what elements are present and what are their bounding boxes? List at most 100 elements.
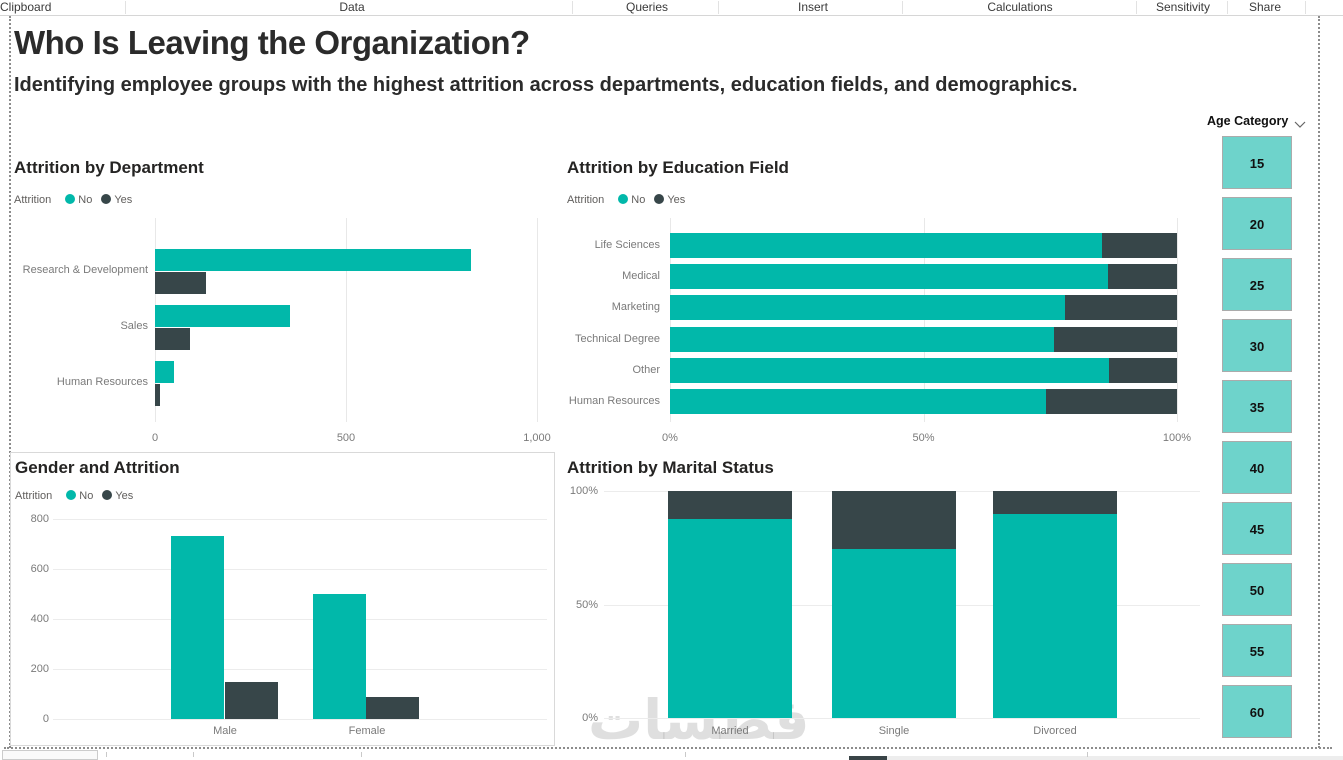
legend-dot-yes — [101, 194, 112, 204]
x-axis-tick: 1,000 — [523, 432, 551, 444]
ribbon-separator — [902, 1, 903, 14]
page-tab-separator — [106, 752, 107, 757]
y-axis-tick: 800 — [30, 513, 49, 525]
bar-no[interactable] — [670, 233, 1103, 258]
bar-no[interactable] — [670, 327, 1055, 352]
plot-area: 100% 50% 0% Married Single Divorced — [560, 452, 1205, 745]
chart-title: Attrition by Department — [14, 158, 204, 177]
category-label: Technical Degree — [575, 333, 660, 345]
bar-yes[interactable] — [1102, 233, 1177, 258]
slicer-option-15[interactable]: 15 — [1222, 136, 1292, 189]
ribbon-tab-data[interactable]: Data — [339, 0, 365, 14]
slicer-option-55[interactable]: 55 — [1222, 624, 1292, 677]
gridline — [1177, 218, 1178, 422]
plot-area: 0 500 1,000 Research & Development Sales Huma… — [10, 150, 555, 448]
chart-title: Attrition by Education Field — [567, 158, 789, 177]
bar-no[interactable] — [670, 389, 1046, 414]
ribbon-tab-queries[interactable]: Queries — [625, 0, 669, 14]
x-axis-tick: 100% — [1162, 432, 1192, 444]
category-label: Sales — [120, 320, 148, 332]
slicer-option-20[interactable]: 20 — [1222, 197, 1292, 250]
gridline — [923, 218, 925, 422]
bar-no[interactable] — [171, 536, 224, 719]
ribbon-tab-insert[interactable]: Insert — [797, 0, 829, 14]
bar-no[interactable] — [155, 305, 291, 327]
legend-dot-no — [618, 194, 629, 204]
slicer-option-50[interactable]: 50 — [1222, 563, 1292, 616]
bar-yes[interactable] — [1054, 327, 1177, 352]
legend-label-yes[interactable]: Yes — [115, 490, 134, 502]
bar-no[interactable] — [670, 295, 1066, 320]
bar-no[interactable] — [670, 358, 1110, 383]
y-axis-tick: 200 — [30, 663, 49, 675]
bar-yes[interactable] — [668, 491, 792, 520]
bar-no[interactable] — [668, 519, 792, 718]
bar-yes[interactable] — [366, 697, 419, 719]
bar-yes[interactable] — [225, 681, 278, 719]
legend-label-no[interactable]: No — [79, 490, 94, 502]
page-tab[interactable] — [2, 750, 98, 760]
bar-yes[interactable] — [155, 328, 191, 350]
bar-yes[interactable] — [832, 491, 956, 549]
legend-label-yes[interactable]: Yes — [667, 194, 686, 206]
ribbon-tab-clipboard[interactable]: Clipboard — [0, 0, 52, 14]
slicer-option-40[interactable]: 40 — [1222, 441, 1292, 494]
legend-label-no[interactable]: No — [631, 194, 646, 206]
slicer-option-25[interactable]: 25 — [1222, 258, 1292, 311]
horizontal-scrollbar-thumb[interactable] — [849, 756, 887, 760]
gridline — [53, 519, 547, 520]
plot-area: 800 600 400 200 0 Male Female — [11, 453, 554, 745]
category-label: Human Resources — [56, 376, 148, 388]
category-label: Life Sciences — [594, 239, 660, 251]
legend-title: Attrition — [15, 490, 53, 502]
slicer-option-60[interactable]: 60 — [1222, 685, 1292, 738]
category-label: Research & Development — [22, 264, 148, 276]
chart-title: Attrition by Marital Status — [567, 458, 774, 477]
legend-title: Attrition — [567, 194, 605, 206]
bar-no[interactable] — [155, 249, 472, 271]
legend-title: Attrition — [14, 194, 52, 206]
category-label: Human Resources — [568, 395, 660, 407]
page-tab-separator — [361, 752, 362, 757]
bar-yes[interactable] — [1108, 264, 1177, 289]
legend-dot-no — [65, 194, 76, 204]
bar-no[interactable] — [313, 593, 366, 719]
bar-yes[interactable] — [993, 491, 1117, 514]
page-title: Who Is Leaving the Organization? — [14, 24, 530, 61]
bar-no[interactable] — [993, 513, 1117, 718]
bar-yes[interactable] — [1065, 295, 1177, 320]
bar-yes[interactable] — [1109, 358, 1177, 383]
bar-yes[interactable] — [155, 384, 160, 406]
gridline — [53, 719, 547, 720]
ribbon-tab-sensitivity[interactable]: Sensitivity — [1155, 0, 1211, 14]
category-label: Male — [213, 725, 237, 737]
chart-attrition-by-department[interactable]: Attrition by Department Attrition No Yes 0… — [10, 150, 555, 448]
bar-no[interactable] — [155, 361, 175, 383]
bar-no[interactable] — [832, 548, 956, 718]
chart-gender-and-attrition[interactable]: Gender and Attrition Attrition No Yes 800 6… — [10, 452, 555, 746]
y-axis-tick: 0% — [582, 712, 598, 724]
chevron-down-icon[interactable] — [1294, 116, 1306, 134]
bar-no[interactable] — [670, 264, 1109, 289]
page-tab-separator — [1087, 752, 1088, 757]
chart-attrition-by-education-field[interactable]: Attrition by Education Field Attrition No… — [560, 150, 1205, 448]
category-label: Medical — [622, 270, 660, 282]
ribbon-tab-calculations[interactable]: Calculations — [987, 0, 1053, 14]
y-axis-tick: 600 — [30, 563, 49, 575]
slicer-option-45[interactable]: 45 — [1222, 502, 1292, 555]
bar-yes[interactable] — [155, 272, 206, 294]
slicer-option-35[interactable]: 35 — [1222, 380, 1292, 433]
legend-label-yes[interactable]: Yes — [114, 194, 133, 206]
legend-label-no[interactable]: No — [78, 194, 93, 206]
horizontal-scrollbar-track[interactable] — [887, 756, 1343, 760]
bar-yes[interactable] — [1045, 389, 1177, 414]
plot-area: 0% 50% 100% Life Sciences Medical Marketing Te… — [560, 150, 1205, 448]
slicer-option-30[interactable]: 30 — [1222, 319, 1292, 372]
chart-attrition-by-marital-status[interactable]: Attrition by Marital Status 100% 50% 0% Mar… — [560, 452, 1205, 745]
x-axis-tick: 0% — [662, 432, 678, 444]
chart-legend: Attrition No Yes — [567, 194, 685, 206]
canvas-border-right — [1318, 16, 1320, 748]
ribbon-tab-share[interactable]: Share — [1248, 0, 1282, 14]
gridline — [604, 718, 1200, 719]
gridline — [53, 569, 547, 570]
